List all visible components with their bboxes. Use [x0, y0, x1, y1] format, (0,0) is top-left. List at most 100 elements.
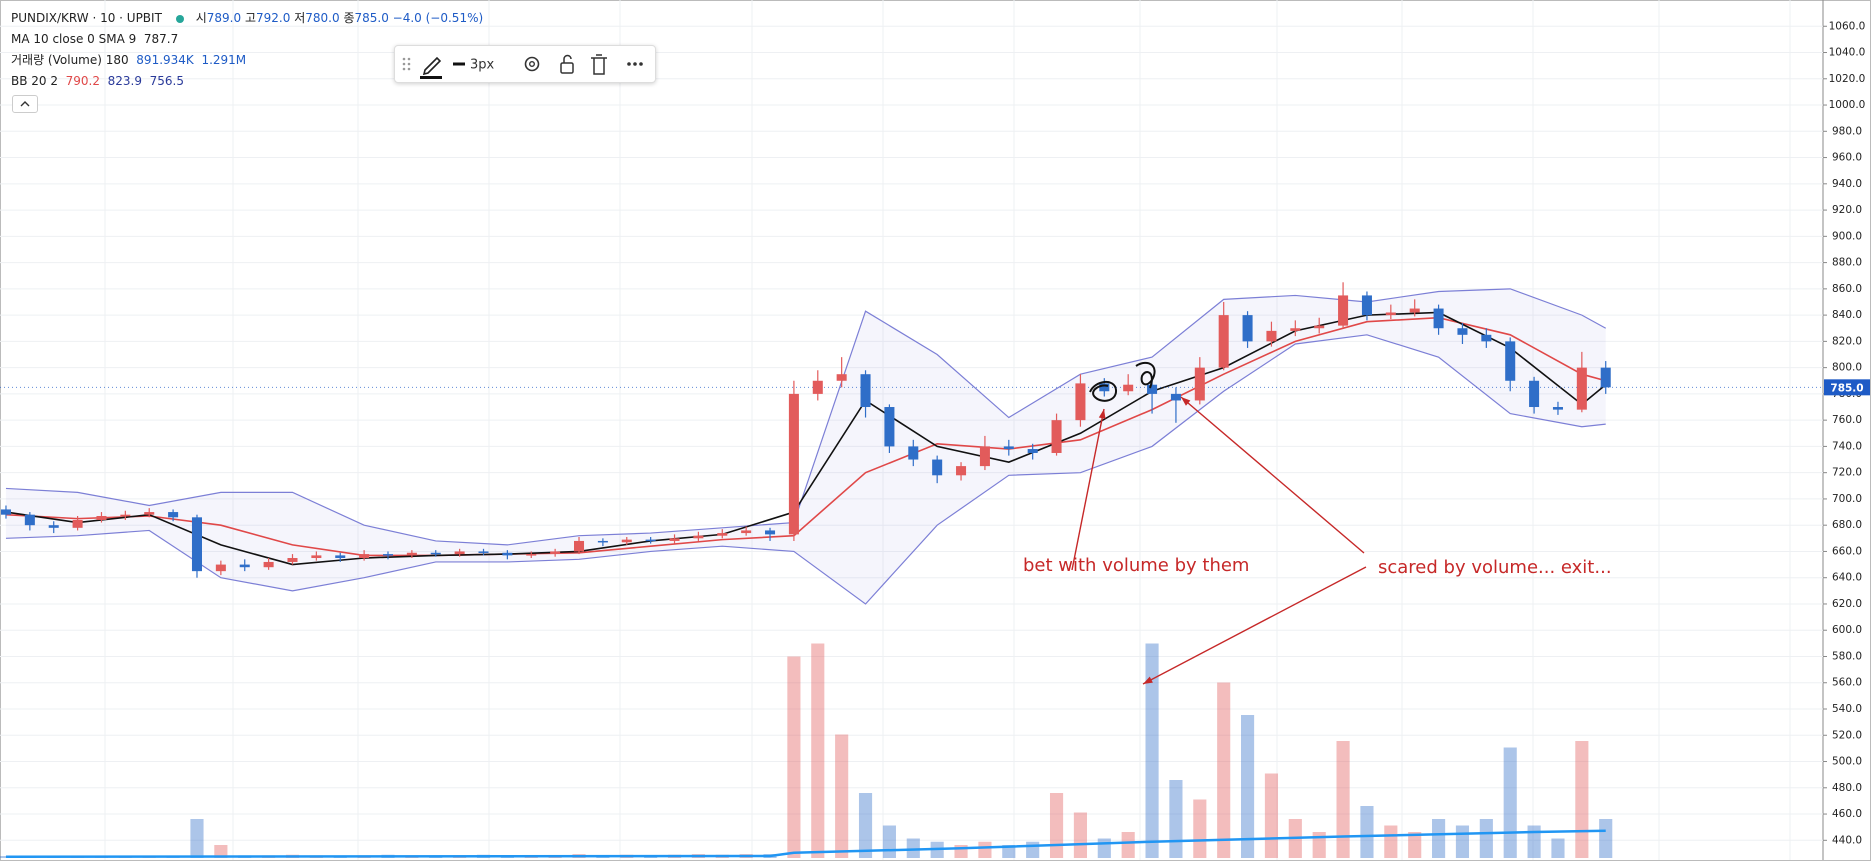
candle-body: [812, 380, 823, 394]
candle-body: [335, 555, 346, 559]
candle-body: [526, 554, 537, 556]
more-button[interactable]: [627, 62, 643, 66]
y-tick-label: 580.0: [1832, 650, 1862, 662]
candle-body: [263, 561, 274, 568]
volume-bar: [1408, 832, 1422, 858]
volume-bar: [835, 734, 849, 858]
y-tick-label: 960.0: [1832, 152, 1862, 164]
status-dot: [175, 14, 184, 23]
candle-body: [1194, 367, 1205, 401]
width-label[interactable]: 3px: [470, 58, 495, 73]
candle-body: [96, 516, 107, 520]
candle-body: [1218, 315, 1229, 368]
candle-body: [1099, 383, 1110, 392]
quote-value: 780.0: [305, 11, 340, 25]
y-tick-label: 920.0: [1832, 204, 1862, 216]
y-tick-label: 1060.0: [1829, 20, 1866, 32]
candle-body: [932, 459, 943, 476]
candle-body: [1505, 341, 1516, 381]
scribble: [1089, 381, 1117, 402]
volume-bar: [1264, 773, 1279, 858]
pencil-button[interactable]: [420, 56, 442, 79]
candle-body: [1433, 308, 1444, 329]
y-tick-label: 720.0: [1832, 467, 1862, 479]
volume-bar: [1336, 741, 1350, 858]
volume-bar: [1073, 812, 1087, 858]
delete-button[interactable]: [591, 54, 607, 75]
y-tick-label: 760.0: [1832, 414, 1862, 426]
quote-label: 시: [195, 11, 207, 25]
candle-body: [645, 539, 656, 542]
candle-body: [693, 535, 704, 539]
candle-body: [1051, 420, 1062, 453]
collapse-button[interactable]: [12, 95, 38, 113]
band-fill: [5, 288, 1606, 604]
arrow-head: [1143, 676, 1153, 684]
drag-handle[interactable]: [402, 57, 411, 71]
candle-body: [1409, 308, 1420, 313]
candle-body: [574, 540, 585, 552]
volume-bar: [858, 793, 873, 858]
candle-body: [979, 446, 990, 467]
candle-body: [741, 530, 752, 534]
y-tick-label: 600.0: [1832, 624, 1862, 636]
candle-body: [454, 551, 465, 555]
y-tick-label: 1000.0: [1829, 99, 1866, 111]
y-tick-label: 560.0: [1832, 677, 1862, 689]
annotation-arrow: [1142, 566, 1367, 685]
quote-value: 792.0: [256, 11, 291, 25]
y-tick-label: 620.0: [1832, 598, 1862, 610]
volume-bar: [1241, 715, 1255, 858]
candle-body: [359, 554, 370, 559]
settings-button[interactable]: [524, 56, 540, 72]
arrow-head: [1098, 409, 1106, 419]
candle-body: [1027, 449, 1038, 453]
legend-row: BB 20 2 790.2 823.9 756.5: [11, 71, 483, 92]
candle-body: [1385, 312, 1396, 316]
volume-bar: [1527, 825, 1541, 858]
volume-bar: [1360, 806, 1374, 858]
candle-body: [430, 552, 441, 555]
volume-bar: [1432, 819, 1446, 858]
volume-bar: [1145, 643, 1159, 858]
candle-body: [144, 512, 155, 515]
collapse-icon: [20, 101, 30, 107]
volume-bar: [1193, 799, 1207, 858]
candle-body: [120, 514, 131, 517]
scribble: [1135, 361, 1156, 389]
ma-line: [5, 316, 1606, 557]
candle-body: [1552, 407, 1563, 410]
candle-body: [406, 552, 417, 556]
y-tick-label: 740.0: [1832, 440, 1862, 452]
candle-body: [72, 519, 83, 528]
candle-body: [1266, 330, 1277, 342]
last-price-tag: [1824, 379, 1870, 396]
volume-bar: [811, 643, 825, 858]
annotation: bet with volume by them: [1023, 555, 1249, 576]
volume-bar: [906, 838, 920, 858]
candle-body: [1361, 295, 1372, 316]
ma-label: MA 10 close 0 SMA 9: [11, 32, 137, 46]
candle-body: [956, 466, 967, 476]
volume-bar: [1384, 825, 1398, 858]
candle-body: [239, 564, 250, 568]
candle-body: [502, 552, 513, 556]
volume-bar: [214, 845, 228, 858]
candle-body: [0, 509, 11, 515]
candle-body: [1123, 384, 1134, 392]
y-tick-label: 1040.0: [1829, 47, 1866, 59]
candle-body: [478, 551, 489, 553]
quote-label: 종: [343, 11, 355, 25]
y-tick-label: 700.0: [1832, 493, 1862, 505]
y-tick-label: 500.0: [1832, 756, 1862, 768]
candle-body: [1290, 328, 1301, 331]
quote-value: 785.0: [354, 11, 389, 25]
toolbar-icons: 3px: [402, 54, 643, 79]
lock-button[interactable]: [560, 54, 574, 74]
band-lower: [5, 334, 1606, 605]
y-tick-label: 640.0: [1832, 572, 1862, 584]
bb-value: 823.9: [107, 74, 142, 88]
quote-value: 789.0: [206, 11, 242, 25]
